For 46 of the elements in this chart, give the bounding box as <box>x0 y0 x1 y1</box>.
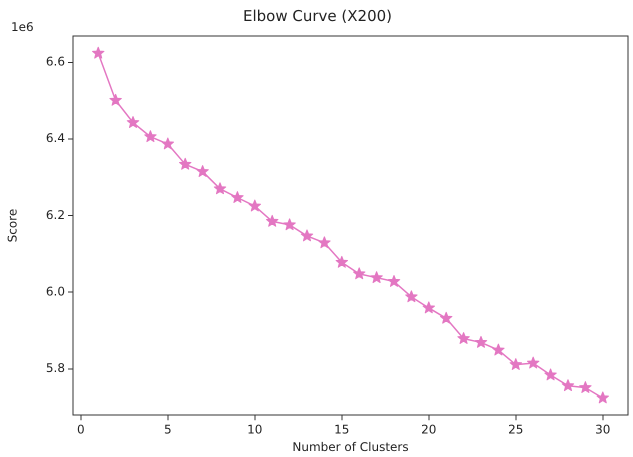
point <box>526 356 540 368</box>
point <box>179 158 192 170</box>
y-tick-label: 6.0 <box>46 284 65 298</box>
point <box>109 94 122 106</box>
point <box>544 368 557 380</box>
y-tick-label: 6.6 <box>46 54 65 69</box>
point <box>92 46 104 59</box>
point <box>422 301 435 314</box>
point <box>283 218 296 230</box>
text: 1e6 <box>11 20 34 34</box>
point <box>405 290 418 302</box>
y-tick-label: 5.8 <box>46 360 65 375</box>
y-tick-label: 6.4 <box>46 131 65 146</box>
x-tick-label: 5 <box>164 422 172 437</box>
point <box>196 165 209 177</box>
point <box>144 130 157 142</box>
point <box>596 391 609 404</box>
x-tick-label: 25 <box>508 422 524 437</box>
x-tick-label: 20 <box>421 422 436 437</box>
point <box>388 275 400 287</box>
point <box>318 236 331 248</box>
chart-title: Elbow Curve (X200) <box>242 6 392 25</box>
point <box>300 229 314 242</box>
point <box>579 381 592 393</box>
point <box>352 267 366 280</box>
x-tick-label: 10 <box>247 422 262 437</box>
point <box>474 336 488 348</box>
point <box>370 271 383 284</box>
point <box>492 344 505 356</box>
point <box>231 191 244 203</box>
point <box>510 358 522 370</box>
x-tick-label: 15 <box>334 422 350 437</box>
point <box>266 214 278 227</box>
point <box>336 256 348 268</box>
y-axis-title: Score <box>5 208 20 242</box>
point <box>440 312 452 324</box>
point <box>562 379 574 392</box>
point <box>214 182 226 194</box>
y-tick-label: 6.2 <box>46 208 65 222</box>
point <box>162 138 174 150</box>
point <box>457 332 470 344</box>
x-tick-label: 30 <box>595 422 610 437</box>
x-tick-label: 0 <box>77 422 85 437</box>
point <box>126 116 140 128</box>
point <box>248 200 262 212</box>
x-axis-title: Number of Clusters <box>292 440 409 454</box>
